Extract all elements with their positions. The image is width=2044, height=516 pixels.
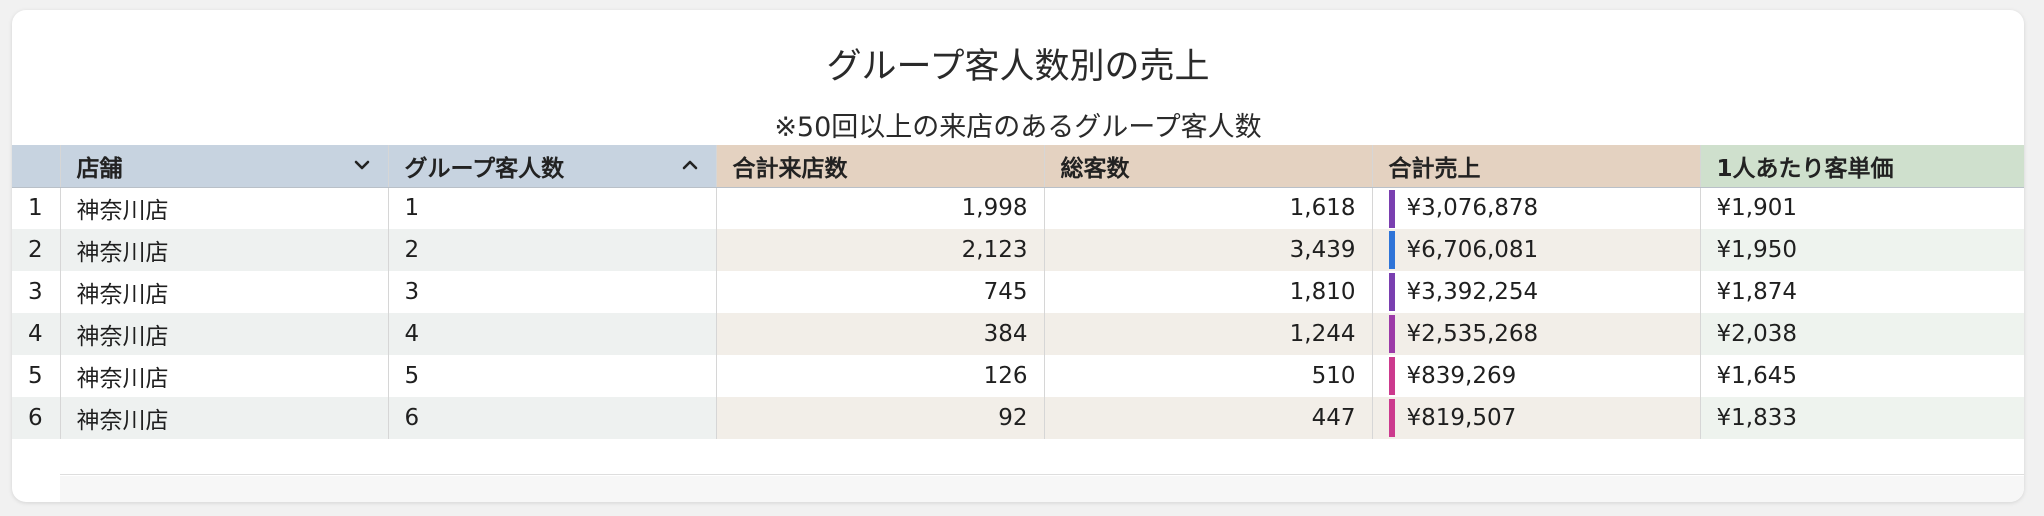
cell-group-size: 4 — [388, 313, 717, 355]
table-row: 1 神奈川店 1 1,998 1,618 ¥3,076,878 ¥1,901 — [12, 187, 2024, 229]
cell-visits: 92 — [716, 397, 1045, 439]
header-index — [12, 145, 61, 188]
cell-store: 神奈川店 — [60, 397, 389, 439]
cell-sales: ¥2,535,268 — [1372, 313, 1701, 355]
header-group-size-label: グループ客人数 — [404, 155, 565, 182]
table-row: 2 神奈川店 2 2,123 3,439 ¥6,706,081 ¥1,950 — [12, 229, 2024, 271]
sales-color-bar — [1388, 357, 1395, 395]
cell-guests: 510 — [1044, 355, 1373, 397]
table-row: 3 神奈川店 3 745 1,810 ¥3,392,254 ¥1,874 — [12, 271, 2024, 313]
header-sales-label: 合計売上 — [1388, 155, 1481, 182]
cell-store: 神奈川店 — [60, 187, 389, 229]
cell-unit-price: ¥1,950 — [1700, 229, 2024, 271]
header-row: 店舗 グループ客人数 合計来店数 総客数 — [12, 145, 2024, 188]
cell-guests: 1,618 — [1044, 187, 1373, 229]
page-subtitle: ※50回以上の来店のあるグループ客人数 — [774, 112, 1262, 143]
cell-sales: ¥6,706,081 — [1372, 229, 1701, 271]
cell-sales-value: ¥3,392,254 — [1406, 279, 1539, 305]
table-row: 5 神奈川店 5 126 510 ¥839,269 ¥1,645 — [12, 355, 2024, 397]
cell-store: 神奈川店 — [60, 313, 389, 355]
header-sales[interactable]: 合計売上 — [1372, 145, 1701, 188]
cell-unit-price: ¥2,038 — [1700, 313, 2024, 355]
sales-color-bar — [1388, 273, 1395, 311]
sales-color-bar — [1388, 315, 1395, 353]
header-store-label: 店舗 — [76, 155, 123, 182]
cell-visits: 384 — [716, 313, 1045, 355]
cell-store: 神奈川店 — [60, 229, 389, 271]
horizontal-scrollbar[interactable] — [60, 476, 2024, 502]
cell-sales: ¥839,269 — [1372, 355, 1701, 397]
row-index: 4 — [12, 313, 61, 355]
cell-sales: ¥3,392,254 — [1372, 271, 1701, 313]
row-index: 2 — [12, 229, 61, 271]
header-store[interactable]: 店舗 — [60, 145, 389, 188]
header-unit-price-label: 1人あたり客単価 — [1716, 155, 1894, 182]
cell-sales-value: ¥6,706,081 — [1406, 237, 1539, 263]
cell-group-size: 5 — [388, 355, 717, 397]
cell-visits: 2,123 — [716, 229, 1045, 271]
chevron-up-icon[interactable] — [680, 155, 700, 175]
cell-group-size: 6 — [388, 397, 717, 439]
cell-sales-value: ¥819,507 — [1406, 405, 1517, 431]
cell-visits: 126 — [716, 355, 1045, 397]
sales-color-bar — [1388, 231, 1395, 269]
cell-unit-price: ¥1,874 — [1700, 271, 2024, 313]
cell-unit-price: ¥1,901 — [1700, 187, 2024, 229]
table-bottom-divider — [60, 474, 2024, 475]
row-index: 3 — [12, 271, 61, 313]
cell-guests: 3,439 — [1044, 229, 1373, 271]
table-row: 6 神奈川店 6 92 447 ¥819,507 ¥1,833 — [12, 397, 2024, 439]
header-visits[interactable]: 合計来店数 — [716, 145, 1045, 188]
row-index: 6 — [12, 397, 61, 439]
cell-sales-value: ¥3,076,878 — [1406, 195, 1539, 222]
page-title: グループ客人数別の売上 — [826, 47, 1210, 87]
cell-sales: ¥819,507 — [1372, 397, 1701, 439]
header-unit-price[interactable]: 1人あたり客単価 — [1700, 145, 2024, 188]
row-index: 5 — [12, 355, 61, 397]
chevron-down-icon[interactable] — [352, 155, 372, 175]
cell-sales: ¥3,076,878 — [1372, 187, 1701, 229]
cell-group-size: 2 — [388, 229, 717, 271]
header-guests-label: 総客数 — [1060, 155, 1130, 182]
cell-guests: 1,810 — [1044, 271, 1373, 313]
header-visits-label: 合計来店数 — [732, 155, 848, 182]
data-table: 店舗 グループ客人数 合計来店数 総客数 — [12, 145, 2024, 439]
row-index: 1 — [12, 187, 61, 229]
cell-guests: 1,244 — [1044, 313, 1373, 355]
cell-unit-price: ¥1,833 — [1700, 397, 2024, 439]
cell-group-size: 1 — [388, 187, 717, 229]
sales-color-bar — [1388, 189, 1395, 228]
table-card: グループ客人数別の売上 ※50回以上の来店のあるグループ客人数 店舗 — [12, 10, 2024, 502]
cell-store: 神奈川店 — [60, 355, 389, 397]
header-group-size[interactable]: グループ客人数 — [388, 145, 717, 188]
cell-unit-price: ¥1,645 — [1700, 355, 2024, 397]
cell-store: 神奈川店 — [60, 271, 389, 313]
cell-visits: 745 — [716, 271, 1045, 313]
header-guests[interactable]: 総客数 — [1044, 145, 1373, 188]
cell-group-size: 3 — [388, 271, 717, 313]
sales-color-bar — [1388, 399, 1395, 437]
cell-sales-value: ¥2,535,268 — [1406, 321, 1539, 347]
cell-sales-value: ¥839,269 — [1406, 363, 1517, 389]
table-row: 4 神奈川店 4 384 1,244 ¥2,535,268 ¥2,038 — [12, 313, 2024, 355]
cell-guests: 447 — [1044, 397, 1373, 439]
cell-visits: 1,998 — [716, 187, 1045, 229]
